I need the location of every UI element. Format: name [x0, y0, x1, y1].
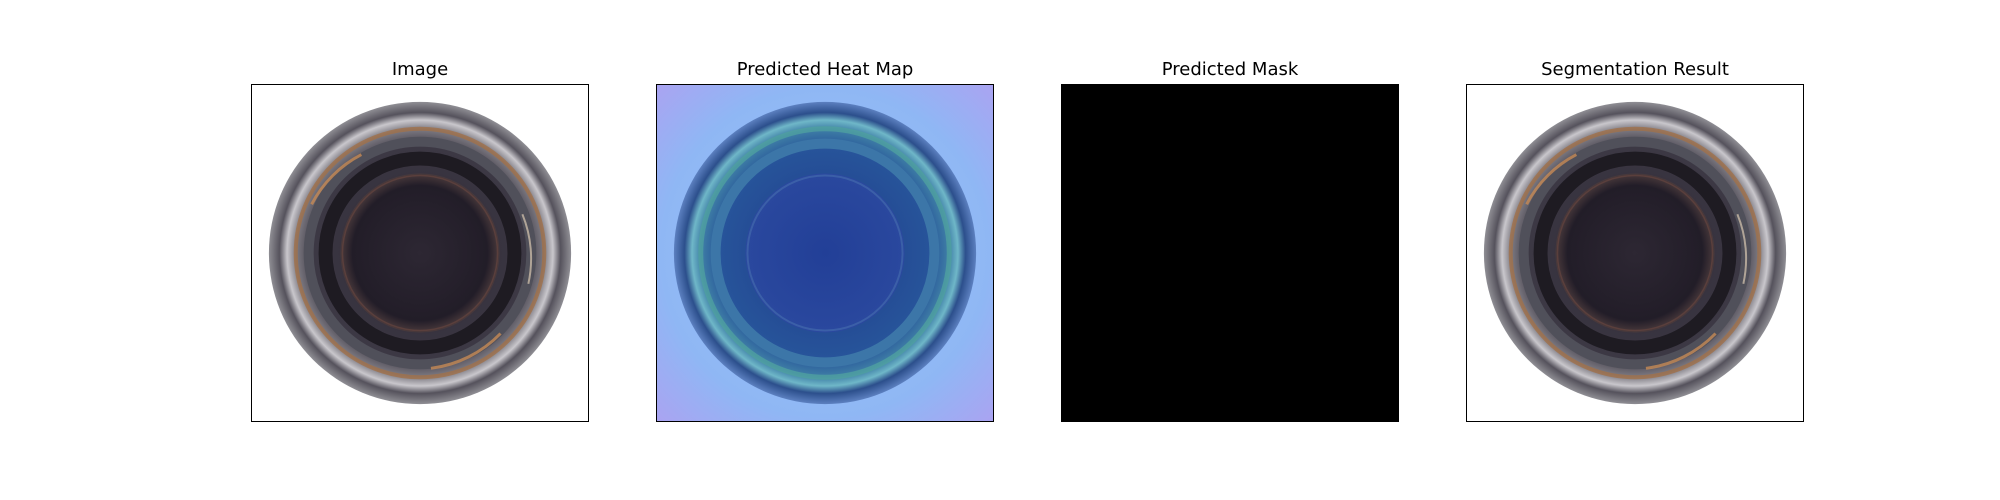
mask-panel — [1061, 84, 1399, 422]
predicted-mask — [1062, 85, 1398, 421]
panel-title-mask: Predicted Mask — [1161, 59, 1299, 80]
image-panel — [251, 84, 589, 422]
bottle-top-photo — [252, 85, 588, 421]
heatmap-panel — [656, 84, 994, 422]
segmentation-result-photo — [1467, 85, 1803, 421]
segmentation-panel — [1466, 84, 1804, 422]
panel-title-image: Image — [391, 59, 449, 80]
panel-title-heatmap: Predicted Heat Map — [736, 59, 914, 80]
panel-title-segmentation: Segmentation Result — [1541, 59, 1729, 80]
heatmap-overlay — [657, 85, 993, 421]
